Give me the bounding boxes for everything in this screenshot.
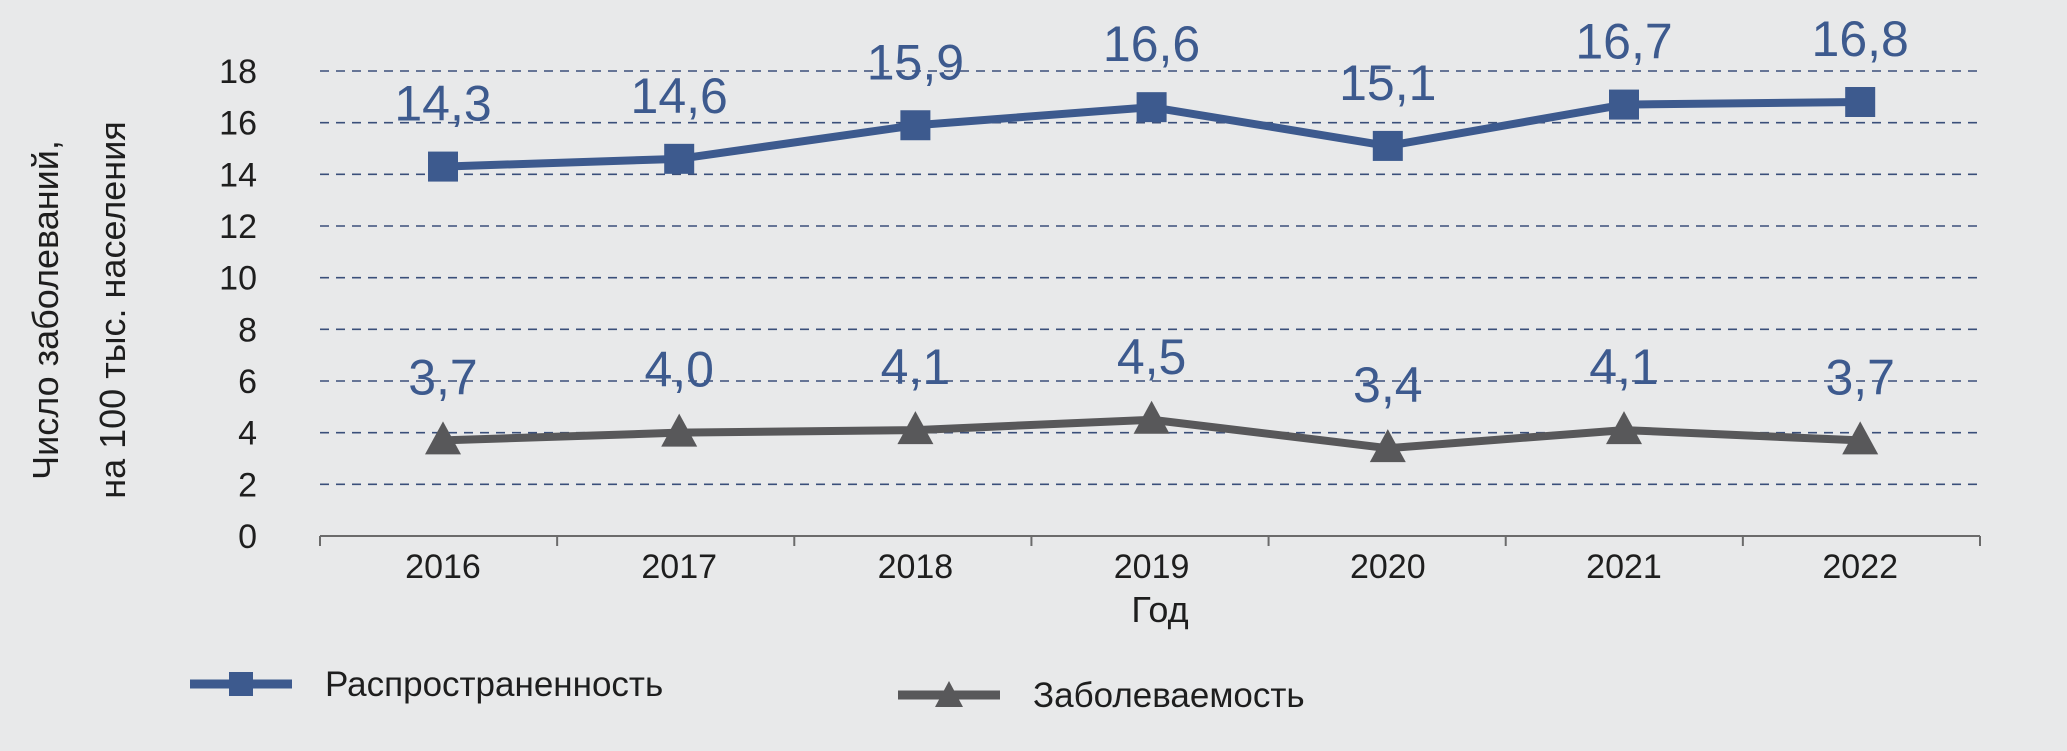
data-label-1-2: 4,1: [881, 339, 951, 395]
marker-square-0-3: [1136, 92, 1167, 123]
data-label-0-6: 16,8: [1812, 11, 1909, 67]
marker-triangle-1-6: [1842, 421, 1879, 455]
marker-square-0-5: [1609, 89, 1639, 120]
x-tick-label-2022: 2022: [1822, 548, 1898, 586]
data-label-1-6: 3,7: [1825, 349, 1895, 405]
x-tick-label-2020: 2020: [1350, 548, 1426, 586]
marker-triangle-1-2: [897, 411, 934, 445]
axes: 0 2 4 6 8 10 12 14 16 18 2016 2017 2018 2019 2020 2021 2…: [219, 53, 1981, 586]
x-tick-label-2021: 2021: [1586, 548, 1662, 586]
marker-triangle-1-3: [1133, 400, 1170, 434]
data-label-0-0: 14,3: [394, 76, 491, 132]
y-tick-label-4: 4: [238, 415, 257, 453]
marker-square-0-6: [1845, 87, 1876, 117]
legend-item-prevalence: Распространенность: [190, 665, 663, 704]
x-tick-label-2018: 2018: [878, 548, 954, 586]
legend-square-icon: [229, 672, 253, 696]
y-tick-label-14: 14: [219, 156, 257, 194]
data-label-0-4: 15,1: [1339, 55, 1436, 111]
data-label-1-3: 4,5: [1117, 329, 1187, 385]
marker-triangle-1-5: [1606, 411, 1642, 445]
marker-square-0-4: [1372, 130, 1403, 161]
x-tick-label-2017: 2017: [641, 548, 717, 586]
y-tick-label-10: 10: [219, 260, 257, 298]
legend-label-prevalence: Распространенность: [325, 665, 663, 704]
data-label-0-3: 16,6: [1103, 16, 1200, 72]
y-tick-label-18: 18: [219, 53, 257, 91]
x-axis-title: Год: [1131, 589, 1188, 630]
y-axis-title-line1: Число заболеваний,: [25, 140, 66, 480]
legend-label-incidence: Заболеваемость: [1033, 676, 1305, 715]
legend-triangle-icon: [935, 681, 963, 707]
marker-square-0-2: [900, 110, 931, 141]
data-label-0-2: 15,9: [867, 34, 964, 90]
y-tick-label-2: 2: [238, 466, 257, 504]
series-group: [425, 87, 1879, 463]
y-tick-label-6: 6: [238, 363, 257, 401]
data-label-0-1: 14,6: [631, 68, 728, 124]
data-label-1-5: 4,1: [1589, 339, 1659, 395]
marker-square-0-0: [428, 151, 458, 182]
data-labels: 14,3 14,6 15,9 16,6 15,1 16,7 16,8 3,7 4,0 4,1 4,5…: [394, 11, 1909, 413]
data-label-1-4: 3,4: [1353, 357, 1423, 413]
y-tick-label-12: 12: [219, 208, 257, 246]
y-axis-title-line2: на 100 тыс. населения: [92, 121, 133, 499]
data-label-1-1: 4,0: [644, 342, 714, 398]
legend: Распространенность Заболеваемость: [190, 665, 1305, 715]
y-tick-label-16: 16: [219, 105, 257, 143]
marker-triangle-1-0: [425, 421, 461, 455]
data-label-0-5: 16,7: [1575, 14, 1672, 70]
marker-triangle-1-4: [1369, 429, 1406, 463]
x-tick-label-2016: 2016: [405, 548, 481, 586]
y-tick-label-0: 0: [238, 518, 257, 556]
data-label-1-0: 3,7: [408, 349, 478, 405]
marker-triangle-1-1: [661, 413, 698, 447]
legend-item-incidence: Заболеваемость: [898, 676, 1305, 715]
marker-square-0-1: [664, 143, 695, 174]
y-tick-label-8: 8: [238, 311, 257, 349]
x-tick-label-2019: 2019: [1114, 548, 1190, 586]
